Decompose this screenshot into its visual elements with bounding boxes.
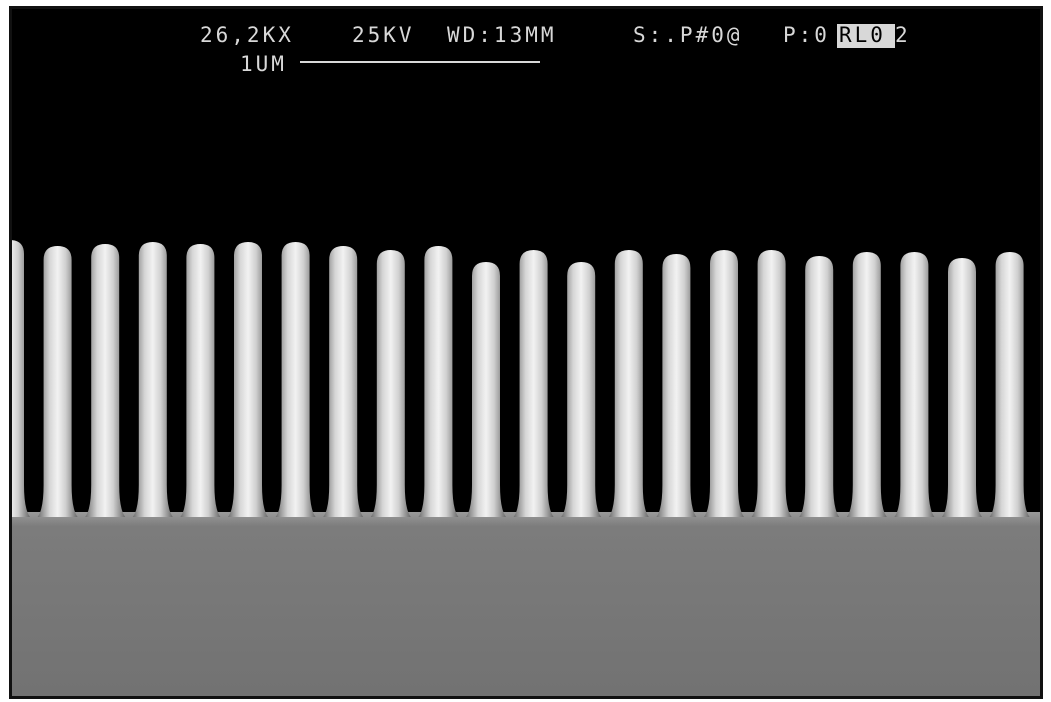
pillar	[133, 242, 173, 517]
pillar	[371, 250, 411, 517]
pillar	[38, 246, 78, 517]
pillar	[942, 258, 982, 517]
pillar	[609, 250, 649, 517]
voltage: 25KV	[352, 23, 415, 47]
pillar	[228, 242, 268, 517]
pillar	[276, 242, 316, 517]
pillar	[323, 246, 363, 517]
working-distance: WD:13MM	[447, 23, 557, 47]
pillar	[180, 244, 220, 517]
pillar	[990, 252, 1030, 517]
pillar	[514, 250, 554, 517]
pillar	[847, 252, 887, 517]
photo-number: P:0	[783, 23, 830, 47]
pillar	[752, 250, 792, 517]
scale-label: 1UM	[240, 52, 287, 76]
pillar	[704, 250, 744, 517]
pillar	[894, 252, 934, 517]
pillar	[561, 262, 601, 517]
substrate	[12, 512, 1040, 696]
sem-image: 26,2KX 25KV WD:13MM S:.P#0@ P:0 RL0 2 1U…	[0, 0, 1051, 702]
pillar	[656, 254, 696, 517]
pillar	[85, 244, 125, 517]
sample-id: S:.P#0@	[633, 23, 743, 47]
magnification: 26,2KX	[200, 23, 294, 47]
pillar	[799, 256, 839, 517]
pillar	[418, 246, 458, 517]
highlight-text: RL0	[839, 23, 886, 47]
pillar	[466, 262, 506, 517]
suffix: 2	[895, 23, 911, 47]
